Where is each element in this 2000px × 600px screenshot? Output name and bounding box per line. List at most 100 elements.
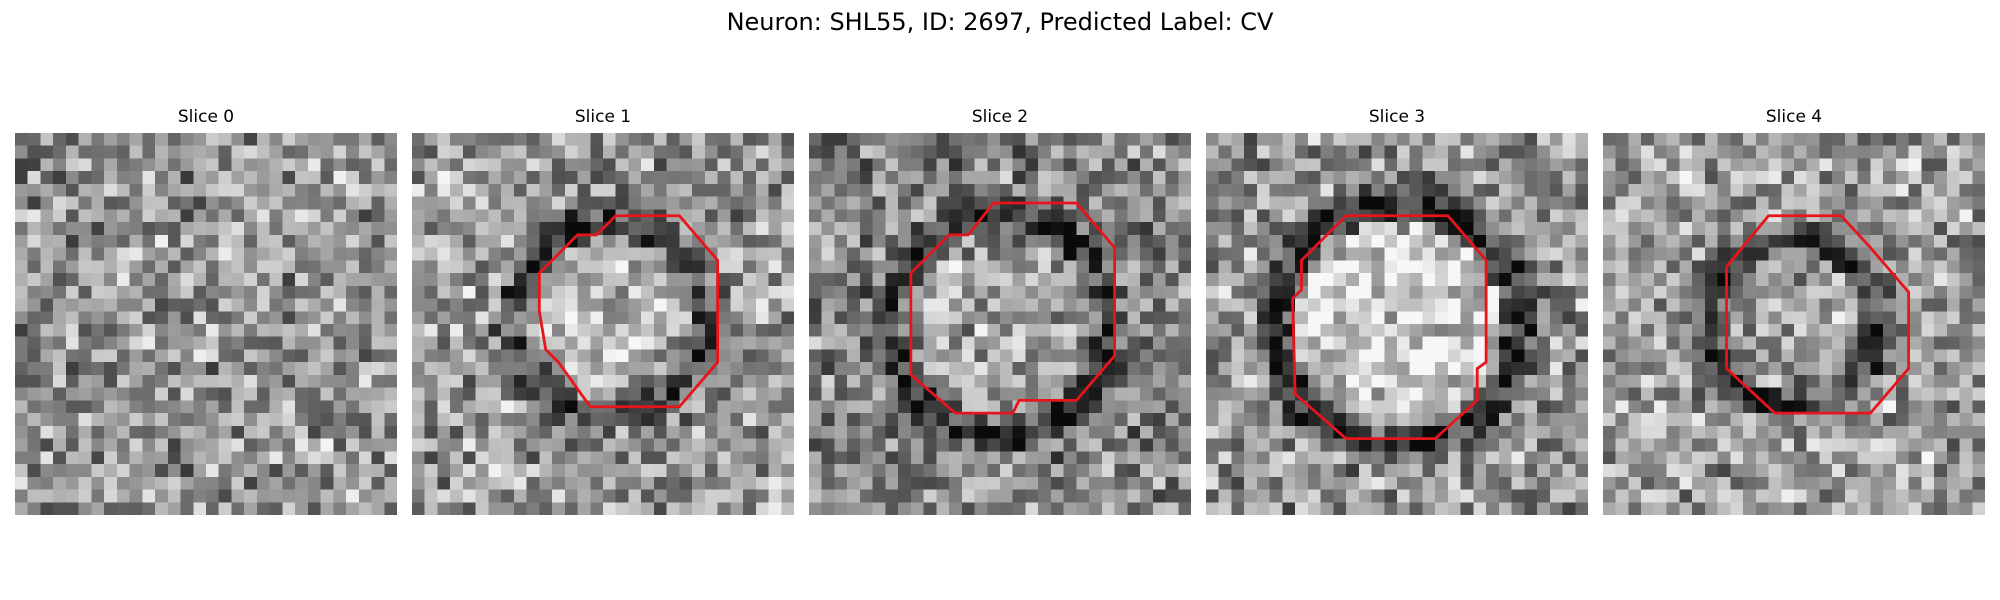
pixel: [1628, 425, 1642, 439]
pixel: [704, 438, 718, 452]
pixel: [755, 209, 769, 223]
pixel: [53, 196, 67, 210]
pixel: [1165, 387, 1179, 401]
pixel: [1244, 400, 1258, 414]
pixel: [27, 298, 41, 312]
pixel: [1371, 183, 1385, 197]
pixel: [1895, 133, 1909, 146]
pixel: [269, 502, 283, 515]
pixel: [1140, 362, 1154, 376]
pixel: [1152, 222, 1166, 236]
pixel: [949, 260, 963, 274]
pixel: [65, 336, 79, 350]
pixel: [1346, 400, 1360, 414]
pixel: [1870, 183, 1884, 197]
pixel: [666, 171, 680, 185]
pixel: [615, 171, 629, 185]
pixel: [768, 451, 782, 465]
pixel: [641, 171, 655, 185]
pixel: [1972, 158, 1985, 172]
pixel: [346, 171, 360, 185]
pixel: [1511, 183, 1525, 197]
pixel: [193, 362, 207, 376]
pixel: [1244, 387, 1258, 401]
pixel: [1537, 425, 1551, 439]
pixel: [15, 489, 28, 503]
pixel: [346, 464, 360, 478]
pixel: [859, 489, 873, 503]
pixel: [256, 209, 270, 223]
pixel: [231, 183, 245, 197]
pixel: [462, 400, 476, 414]
pixel: [1244, 285, 1258, 299]
pixel: [282, 171, 296, 185]
pixel: [1231, 438, 1245, 452]
pixel: [1206, 196, 1219, 210]
pixel: [1743, 400, 1757, 414]
pixel: [1282, 336, 1296, 350]
pixel: [1768, 311, 1782, 325]
pixel: [1346, 311, 1360, 325]
pixel: [704, 260, 718, 274]
pixel: [40, 400, 54, 414]
pixel: [704, 502, 718, 515]
pixel: [1934, 451, 1948, 465]
pixel: [1717, 400, 1731, 414]
pixel: [910, 413, 924, 427]
pixel: [781, 196, 794, 210]
pixel: [847, 222, 861, 236]
pixel: [1870, 171, 1884, 185]
pixel: [615, 183, 629, 197]
pixel: [1422, 464, 1436, 478]
pixel: [1666, 298, 1680, 312]
pixel: [129, 311, 143, 325]
slice-title: Slice 3: [1368, 107, 1426, 127]
pixel: [1743, 489, 1757, 503]
figure-title: Neuron: SHL55, ID: 2697, Predicted Label…: [726, 8, 1274, 36]
pixel: [167, 489, 181, 503]
pixel: [653, 489, 667, 503]
pixel: [1641, 171, 1655, 185]
pixel: [615, 222, 629, 236]
pixel: [603, 260, 616, 274]
pixel: [91, 145, 105, 159]
pixel: [1857, 374, 1871, 388]
pixel: [1549, 133, 1563, 146]
pixel: [641, 133, 655, 146]
pixel: [231, 489, 245, 503]
pixel: [1794, 464, 1807, 478]
pixel: [1447, 260, 1461, 274]
pixel: [53, 413, 67, 427]
pixel: [384, 298, 397, 312]
pixel: [809, 349, 822, 363]
pixel: [1435, 311, 1449, 325]
pixel: [1231, 502, 1245, 515]
pixel: [1781, 400, 1795, 414]
segmentation-outline: [1725, 214, 1911, 415]
pixel: [167, 336, 181, 350]
pixel: [1549, 298, 1563, 312]
pixel: [1895, 489, 1909, 503]
pixel: [1717, 298, 1731, 312]
pixel: [1603, 362, 1616, 376]
pixel: [1218, 425, 1232, 439]
pixel: [590, 425, 604, 439]
pixel: [936, 362, 950, 376]
pixel: [1409, 413, 1423, 427]
pixel: [282, 464, 296, 478]
pixel: [1460, 451, 1474, 465]
pixel: [1320, 260, 1334, 274]
pixel: [743, 438, 757, 452]
pixel: [539, 400, 553, 414]
pixel: [1101, 311, 1115, 325]
pixel: [218, 298, 232, 312]
pixel: [104, 222, 118, 236]
pixel: [1717, 247, 1731, 261]
pixel: [809, 298, 822, 312]
pixel: [809, 451, 822, 465]
pixel: [295, 196, 309, 210]
pixel: [40, 234, 54, 248]
pixel: [1628, 324, 1642, 337]
pixel: [692, 438, 706, 452]
pixel: [371, 502, 385, 515]
